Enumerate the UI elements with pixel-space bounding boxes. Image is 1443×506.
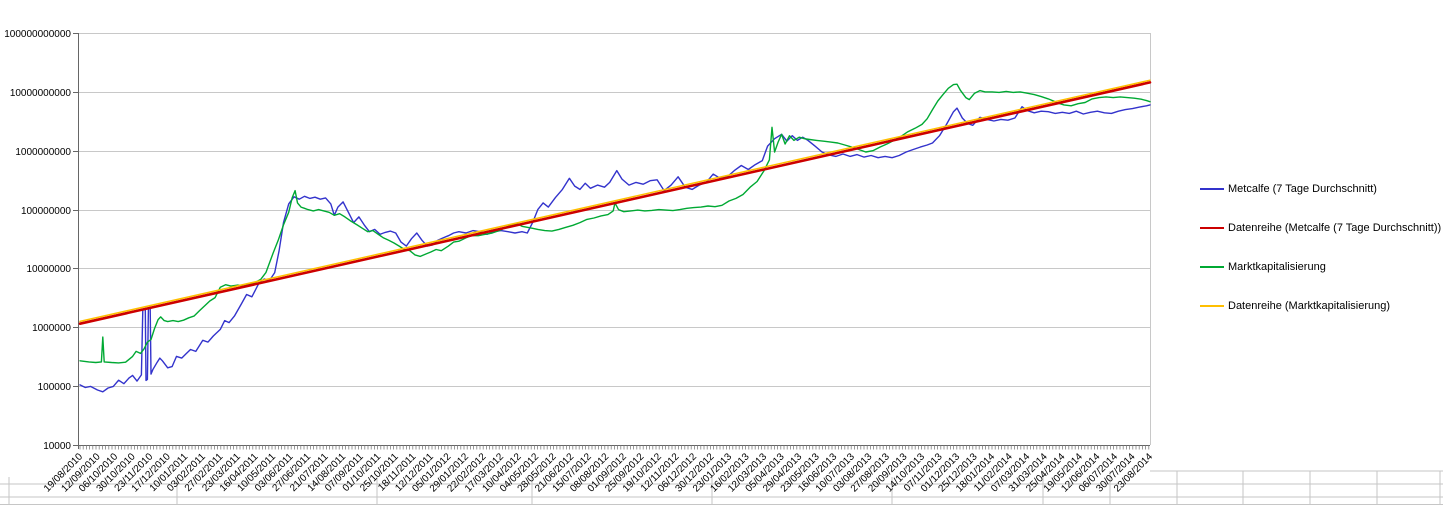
svg-text:10000000000: 10000000000 [10, 88, 72, 99]
svg-text:10000: 10000 [43, 441, 71, 452]
svg-text:100000000: 100000000 [21, 206, 71, 217]
legend-label: Metcalfe (7 Tage Durchschnitt) [1228, 182, 1377, 195]
chart-legend: Metcalfe (7 Tage Durchschnitt) Datenreih… [1200, 169, 1443, 325]
svg-text:10000000: 10000000 [27, 264, 72, 275]
legend-label: Datenreihe (Marktkapitalisierung) [1228, 299, 1391, 312]
legend-item: Metcalfe (7 Tage Durchschnitt) [1200, 169, 1443, 208]
legend-item: Marktkapitalisierung [1200, 247, 1443, 286]
legend-item: Datenreihe (Metcalfe (7 Tage Durchschnit… [1200, 208, 1443, 247]
svg-text:100000000000: 100000000000 [4, 29, 71, 40]
legend-label: Datenreihe (Metcalfe (7 Tage Durchschnit… [1228, 221, 1442, 234]
svg-text:1000000000: 1000000000 [15, 147, 71, 158]
legend-line-marktkapitalisierung [1200, 265, 1224, 268]
svg-text:100000: 100000 [38, 382, 72, 393]
legend-line-metcalfe [1200, 187, 1224, 190]
legend-line-trend-marktkapitalisierung [1200, 304, 1224, 307]
legend-line-trend-metcalfe [1200, 226, 1224, 229]
legend-item: Datenreihe (Marktkapitalisierung) [1200, 286, 1443, 325]
svg-text:1000000: 1000000 [32, 323, 71, 334]
legend-label: Marktkapitalisierung [1228, 260, 1326, 273]
